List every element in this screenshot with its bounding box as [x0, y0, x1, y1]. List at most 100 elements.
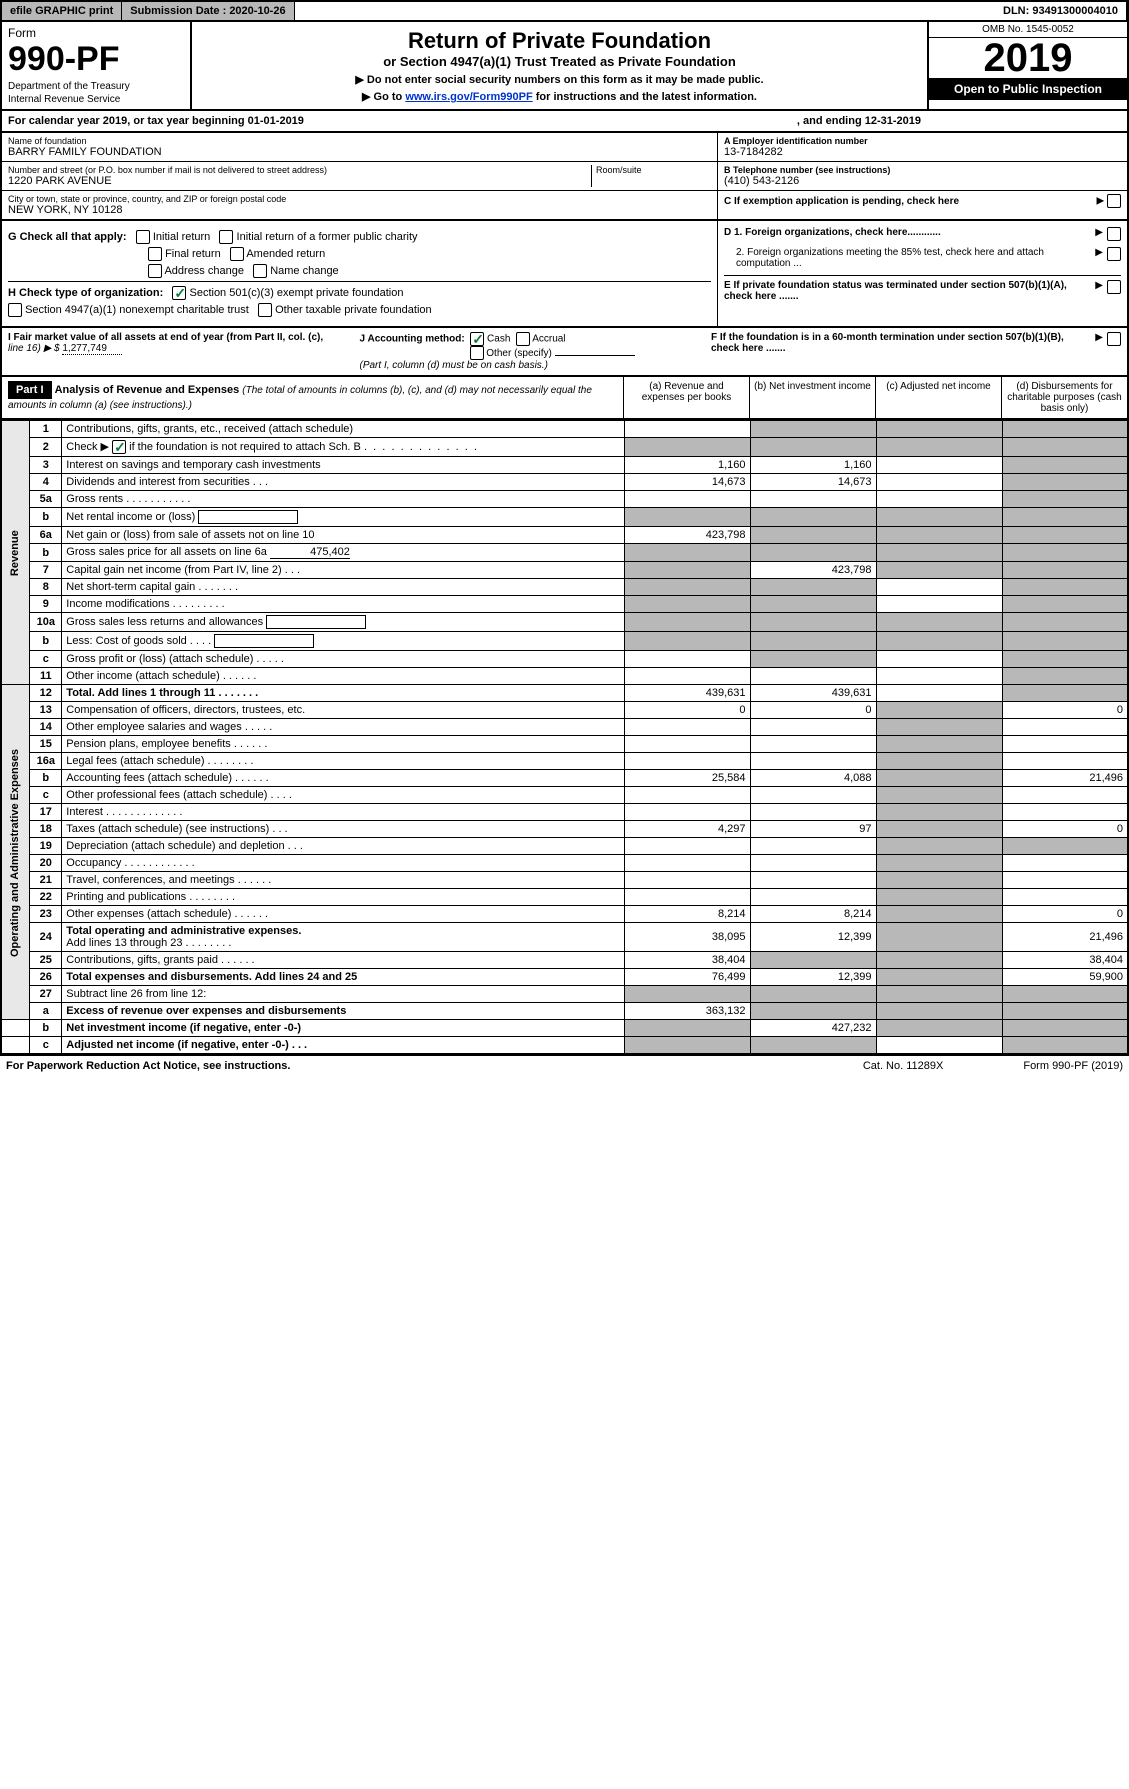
v16ba: 25,584	[624, 770, 750, 787]
cb-d1[interactable]	[1107, 227, 1121, 241]
form-ref: Form 990-PF (2019)	[1023, 1060, 1123, 1072]
j-note: (Part I, column (d) must be on cash basi…	[360, 360, 548, 371]
part1-title: Analysis of Revenue and Expenses	[55, 384, 240, 396]
revenue-label: Revenue	[1, 421, 30, 685]
cb-name[interactable]	[253, 264, 267, 278]
cb-f[interactable]	[1107, 332, 1121, 346]
col-a: (a) Revenue and expenses per books	[623, 377, 749, 418]
v25d: 38,404	[1002, 952, 1128, 969]
room-label: Room/suite	[596, 165, 711, 175]
expenses-label: Operating and Administrative Expenses	[1, 685, 30, 1020]
dept-irs: Internal Revenue Service	[8, 94, 184, 105]
section-g-h: G Check all that apply: Initial return I…	[0, 221, 1129, 328]
v23d: 0	[1002, 906, 1128, 923]
cb-cash[interactable]	[470, 332, 484, 346]
part1-label: Part I	[8, 381, 52, 399]
v6a: 423,798	[624, 527, 750, 544]
telephone: (410) 543-2126	[724, 175, 1121, 187]
f-label: F If the foundation is in a 60-month ter…	[711, 332, 1091, 354]
foundation-city: NEW YORK, NY 10128	[8, 204, 711, 216]
d1-label: D 1. Foreign organizations, check here..…	[724, 227, 1091, 238]
v12a: 439,631	[624, 685, 750, 702]
paperwork-notice: For Paperwork Reduction Act Notice, see …	[6, 1060, 290, 1072]
v4a: 14,673	[624, 474, 750, 491]
v6b: 475,402	[270, 546, 350, 559]
irs-link[interactable]: www.irs.gov/Form990PF	[405, 91, 532, 103]
h-label: H Check type of organization:	[8, 287, 163, 299]
cb-initial[interactable]	[136, 230, 150, 244]
form-number: 990-PF	[8, 40, 184, 79]
v27bb: 427,232	[750, 1020, 876, 1037]
v27aa: 363,132	[624, 1003, 750, 1020]
v13a: 0	[624, 702, 750, 719]
v26a: 76,499	[624, 969, 750, 986]
v25a: 38,404	[624, 952, 750, 969]
dept-treasury: Department of the Treasury	[8, 81, 184, 92]
col-c: (c) Adjusted net income	[875, 377, 1001, 418]
i-line16: line 16) ▶ $	[8, 343, 60, 354]
form-word: Form	[8, 26, 184, 40]
v23a: 8,214	[624, 906, 750, 923]
instruction-2: ▶ Go to www.irs.gov/Form990PF for instru…	[198, 90, 921, 103]
v13b: 0	[750, 702, 876, 719]
v4b: 14,673	[750, 474, 876, 491]
cb-address[interactable]	[148, 264, 162, 278]
cb-schb[interactable]	[112, 440, 126, 454]
name-label: Name of foundation	[8, 136, 711, 146]
top-bar: efile GRAPHIC print Submission Date : 20…	[0, 0, 1129, 22]
cb-4947[interactable]	[8, 303, 22, 317]
instruction-1: ▶ Do not enter social security numbers o…	[198, 73, 921, 86]
cb-amended[interactable]	[230, 247, 244, 261]
ein: 13-7184282	[724, 146, 1121, 158]
form-header: Form 990-PF Department of the Treasury I…	[0, 22, 1129, 111]
d2-label: 2. Foreign organizations meeting the 85%…	[724, 247, 1091, 269]
cb-e[interactable]	[1107, 280, 1121, 294]
cb-other-method[interactable]	[470, 346, 484, 360]
form-subtitle: or Section 4947(a)(1) Trust Treated as P…	[198, 54, 921, 69]
cat-no: Cat. No. 11289X	[863, 1060, 944, 1072]
v24b: 12,399	[750, 923, 876, 952]
v24d: 21,496	[1002, 923, 1128, 952]
fmv-amount: 1,277,749	[62, 343, 122, 355]
v3a: 1,160	[624, 457, 750, 474]
foundation-info: Name of foundation BARRY FAMILY FOUNDATI…	[0, 133, 1129, 221]
cb-d2[interactable]	[1107, 247, 1121, 261]
v16bb: 4,088	[750, 770, 876, 787]
cb-accrual[interactable]	[516, 332, 530, 346]
cb-other-taxable[interactable]	[258, 303, 272, 317]
dln: DLN: 93491300004010	[995, 2, 1127, 20]
section-i-j-f: I Fair market value of all assets at end…	[0, 328, 1129, 377]
efile-label: efile GRAPHIC print	[2, 2, 122, 20]
e-label: E If private foundation status was termi…	[724, 280, 1091, 302]
v3b: 1,160	[750, 457, 876, 474]
c-checkbox[interactable]	[1107, 194, 1121, 208]
v23b: 8,214	[750, 906, 876, 923]
city-label: City or town, state or province, country…	[8, 194, 711, 204]
page-footer: For Paperwork Reduction Act Notice, see …	[0, 1055, 1129, 1076]
v16bd: 21,496	[1002, 770, 1128, 787]
v18a: 4,297	[624, 821, 750, 838]
v24a: 38,095	[624, 923, 750, 952]
tel-label: B Telephone number (see instructions)	[724, 165, 1121, 175]
c-label: C If exemption application is pending, c…	[724, 196, 959, 207]
v26d: 59,900	[1002, 969, 1128, 986]
i-label: I Fair market value of all assets at end…	[8, 332, 323, 343]
v18b: 97	[750, 821, 876, 838]
cb-501c3[interactable]	[172, 286, 186, 300]
revenue-expense-table: Revenue 1Contributions, gifts, grants, e…	[0, 420, 1129, 1055]
col-d: (d) Disbursements for charitable purpose…	[1001, 377, 1127, 418]
foundation-name: BARRY FAMILY FOUNDATION	[8, 146, 711, 158]
v13d: 0	[1002, 702, 1128, 719]
ein-label: A Employer identification number	[724, 136, 1121, 146]
addr-label: Number and street (or P.O. box number if…	[8, 165, 591, 175]
j-label: J Accounting method:	[360, 334, 465, 345]
calendar-year-row: For calendar year 2019, or tax year begi…	[0, 111, 1129, 133]
foundation-addr: 1220 PARK AVENUE	[8, 175, 591, 187]
tax-year: 2019	[929, 38, 1127, 78]
submission-date: Submission Date : 2020-10-26	[122, 2, 294, 20]
col-b: (b) Net investment income	[749, 377, 875, 418]
cb-initial-former[interactable]	[219, 230, 233, 244]
cb-final[interactable]	[148, 247, 162, 261]
form-title: Return of Private Foundation	[198, 28, 921, 54]
v7b: 423,798	[750, 562, 876, 579]
